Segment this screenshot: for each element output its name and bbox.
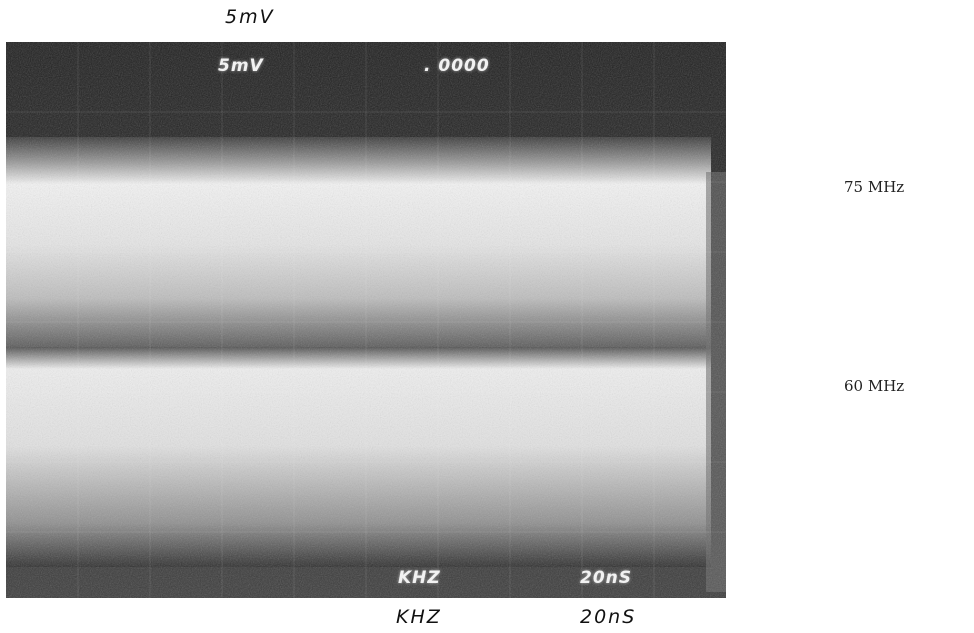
scope-counter-readout: . 0000 (424, 56, 490, 76)
scope-screen (6, 42, 726, 598)
trace-label-75mhz: 75 MHz (844, 178, 905, 196)
oscilloscope-photo: 5mV . 0000 KHZ 20nS (6, 42, 726, 598)
scope-time-div-readout: 20nS (580, 568, 633, 588)
scope-volts-readout: 5mV (218, 56, 264, 76)
volts-per-div-annotation: 5mV (225, 6, 275, 28)
scope-freq-unit-readout: KHZ (398, 568, 441, 588)
time-per-div-annotation: 20nS (580, 606, 637, 628)
freq-unit-annotation: KHZ (396, 606, 442, 628)
trace-label-60mhz: 60 MHz (844, 377, 905, 395)
